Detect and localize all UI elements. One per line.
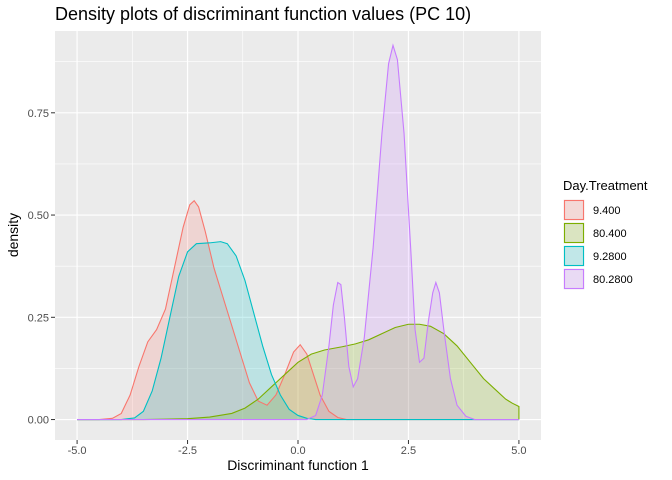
legend: Day.Treatment 9.400 80.400 9.2800 80.2800 [563,178,648,290]
x-axis-label: Discriminant function 1 [227,457,369,473]
legend-label: 80.400 [593,228,627,240]
legend-key-bg [563,245,585,267]
legend-key-bg [563,199,585,221]
legend-key [563,222,585,244]
x-tick-label: 2.5 [401,445,416,457]
x-tick-label: -5.0 [68,445,87,457]
y-tick-label: 0.25 [28,312,49,324]
legend-key [563,268,585,290]
legend-label: 80.2800 [593,274,633,286]
x-tick-label: -2.5 [178,445,197,457]
y-axis: 0.00 0.25 0.50 0.75 [28,108,55,427]
y-tick-label: 0.00 [28,415,49,427]
legend-label: 9.400 [593,205,621,217]
density-area-2 [77,241,519,420]
density-area-1 [77,324,519,420]
legend-key [563,199,585,221]
density-line-3 [77,43,519,421]
legend-key-bg [563,268,585,290]
density-area-0 [77,200,519,420]
density-lines [77,43,520,421]
y-tick-label: 0.50 [28,210,49,222]
legend-key-bg [563,222,585,244]
density-areas [77,45,519,420]
density-line-1 [77,323,520,421]
legend-title: Day.Treatment [563,178,648,193]
density-line-2 [77,241,519,421]
y-tick-label: 0.75 [28,108,49,120]
legend-label: 9.2800 [593,251,627,263]
density-line-0 [77,199,519,421]
x-tick-label: 5.0 [511,445,526,457]
chart-title: Density plots of discriminant function v… [55,4,471,24]
y-axis-label: density [5,213,21,257]
legend-key [563,245,585,267]
x-tick-label: 0.0 [290,445,305,457]
density-area-3 [77,45,519,420]
x-axis: -5.0 -2.5 0.0 2.5 5.0 [68,440,527,457]
